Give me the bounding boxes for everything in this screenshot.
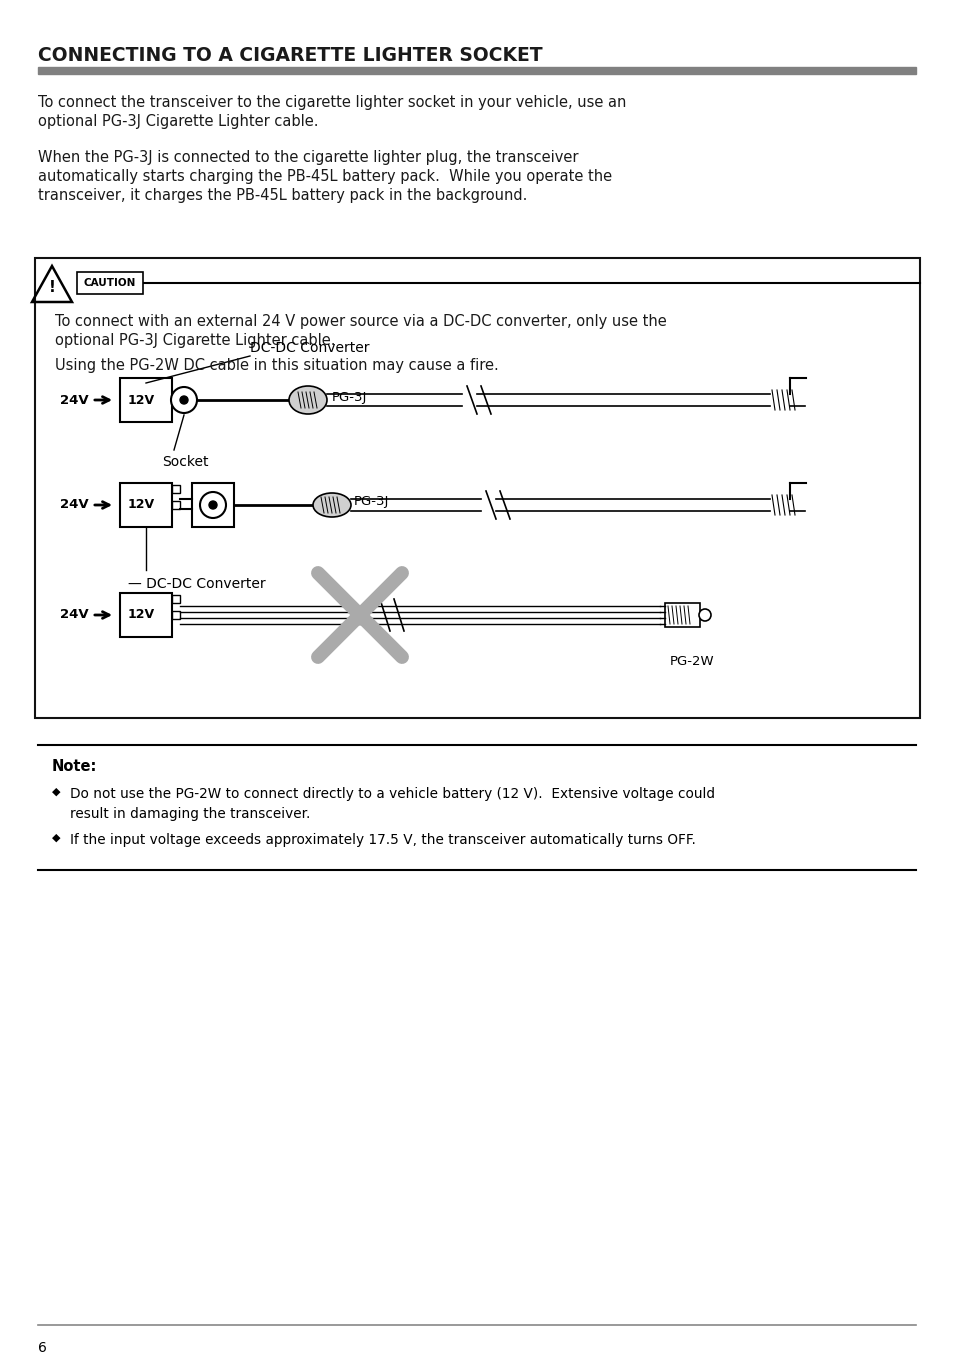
- Circle shape: [200, 492, 226, 518]
- Text: 12V: 12V: [128, 393, 154, 407]
- Text: transceiver, it charges the PB-45L battery pack in the background.: transceiver, it charges the PB-45L batte…: [38, 188, 527, 203]
- Bar: [664, 603, 700, 627]
- Bar: [172, 595, 180, 603]
- Text: — DC-DC Converter: — DC-DC Converter: [128, 577, 265, 591]
- Text: To connect the transceiver to the cigarette lighter socket in your vehicle, use : To connect the transceiver to the cigare…: [38, 95, 626, 110]
- Text: 24V: 24V: [60, 608, 89, 622]
- Text: DC-DC Converter: DC-DC Converter: [250, 341, 369, 356]
- Ellipse shape: [313, 493, 351, 516]
- Text: Do not use the PG-2W to connect directly to a vehicle battery (12 V).  Extensive: Do not use the PG-2W to connect directly…: [70, 787, 714, 800]
- Text: 6: 6: [38, 1341, 47, 1352]
- Text: optional PG-3J Cigarette Lighter cable.: optional PG-3J Cigarette Lighter cable.: [55, 333, 335, 347]
- Text: Socket: Socket: [162, 456, 209, 469]
- Bar: [120, 379, 172, 422]
- Bar: [35, 258, 919, 718]
- Text: ◆: ◆: [52, 787, 60, 796]
- Ellipse shape: [289, 387, 327, 414]
- Text: 24V: 24V: [60, 499, 89, 511]
- Text: Note:: Note:: [52, 758, 97, 773]
- Text: automatically starts charging the PB-45L battery pack.  While you operate the: automatically starts charging the PB-45L…: [38, 169, 612, 184]
- Text: optional PG-3J Cigarette Lighter cable.: optional PG-3J Cigarette Lighter cable.: [38, 114, 318, 128]
- Text: result in damaging the transceiver.: result in damaging the transceiver.: [70, 807, 310, 821]
- Text: 12V: 12V: [128, 608, 154, 622]
- Bar: [77, 272, 143, 293]
- Bar: [172, 611, 180, 619]
- Bar: [172, 485, 180, 493]
- Bar: [120, 594, 172, 637]
- Text: 12V: 12V: [128, 499, 154, 511]
- Text: PG-3J: PG-3J: [354, 495, 389, 508]
- Bar: [192, 483, 233, 527]
- Text: CONNECTING TO A CIGARETTE LIGHTER SOCKET: CONNECTING TO A CIGARETTE LIGHTER SOCKET: [38, 46, 542, 65]
- Text: PG-3J: PG-3J: [332, 391, 367, 403]
- Text: !: !: [49, 280, 55, 295]
- Circle shape: [171, 387, 196, 412]
- Text: CAUTION: CAUTION: [84, 279, 136, 288]
- Bar: [120, 483, 172, 527]
- Text: Using the PG-2W DC cable in this situation may cause a fire.: Using the PG-2W DC cable in this situati…: [55, 358, 498, 373]
- Circle shape: [699, 608, 710, 621]
- Text: If the input voltage exceeds approximately 17.5 V, the transceiver automatically: If the input voltage exceeds approximate…: [70, 833, 695, 846]
- Text: When the PG-3J is connected to the cigarette lighter plug, the transceiver: When the PG-3J is connected to the cigar…: [38, 150, 578, 165]
- Bar: [172, 502, 180, 508]
- Text: To connect with an external 24 V power source via a DC-DC converter, only use th: To connect with an external 24 V power s…: [55, 314, 666, 329]
- Bar: [38, 68, 915, 74]
- Text: ◆: ◆: [52, 833, 60, 844]
- Text: PG-2W: PG-2W: [669, 654, 714, 668]
- Circle shape: [209, 502, 216, 508]
- Text: 24V: 24V: [60, 393, 89, 407]
- Circle shape: [180, 396, 188, 404]
